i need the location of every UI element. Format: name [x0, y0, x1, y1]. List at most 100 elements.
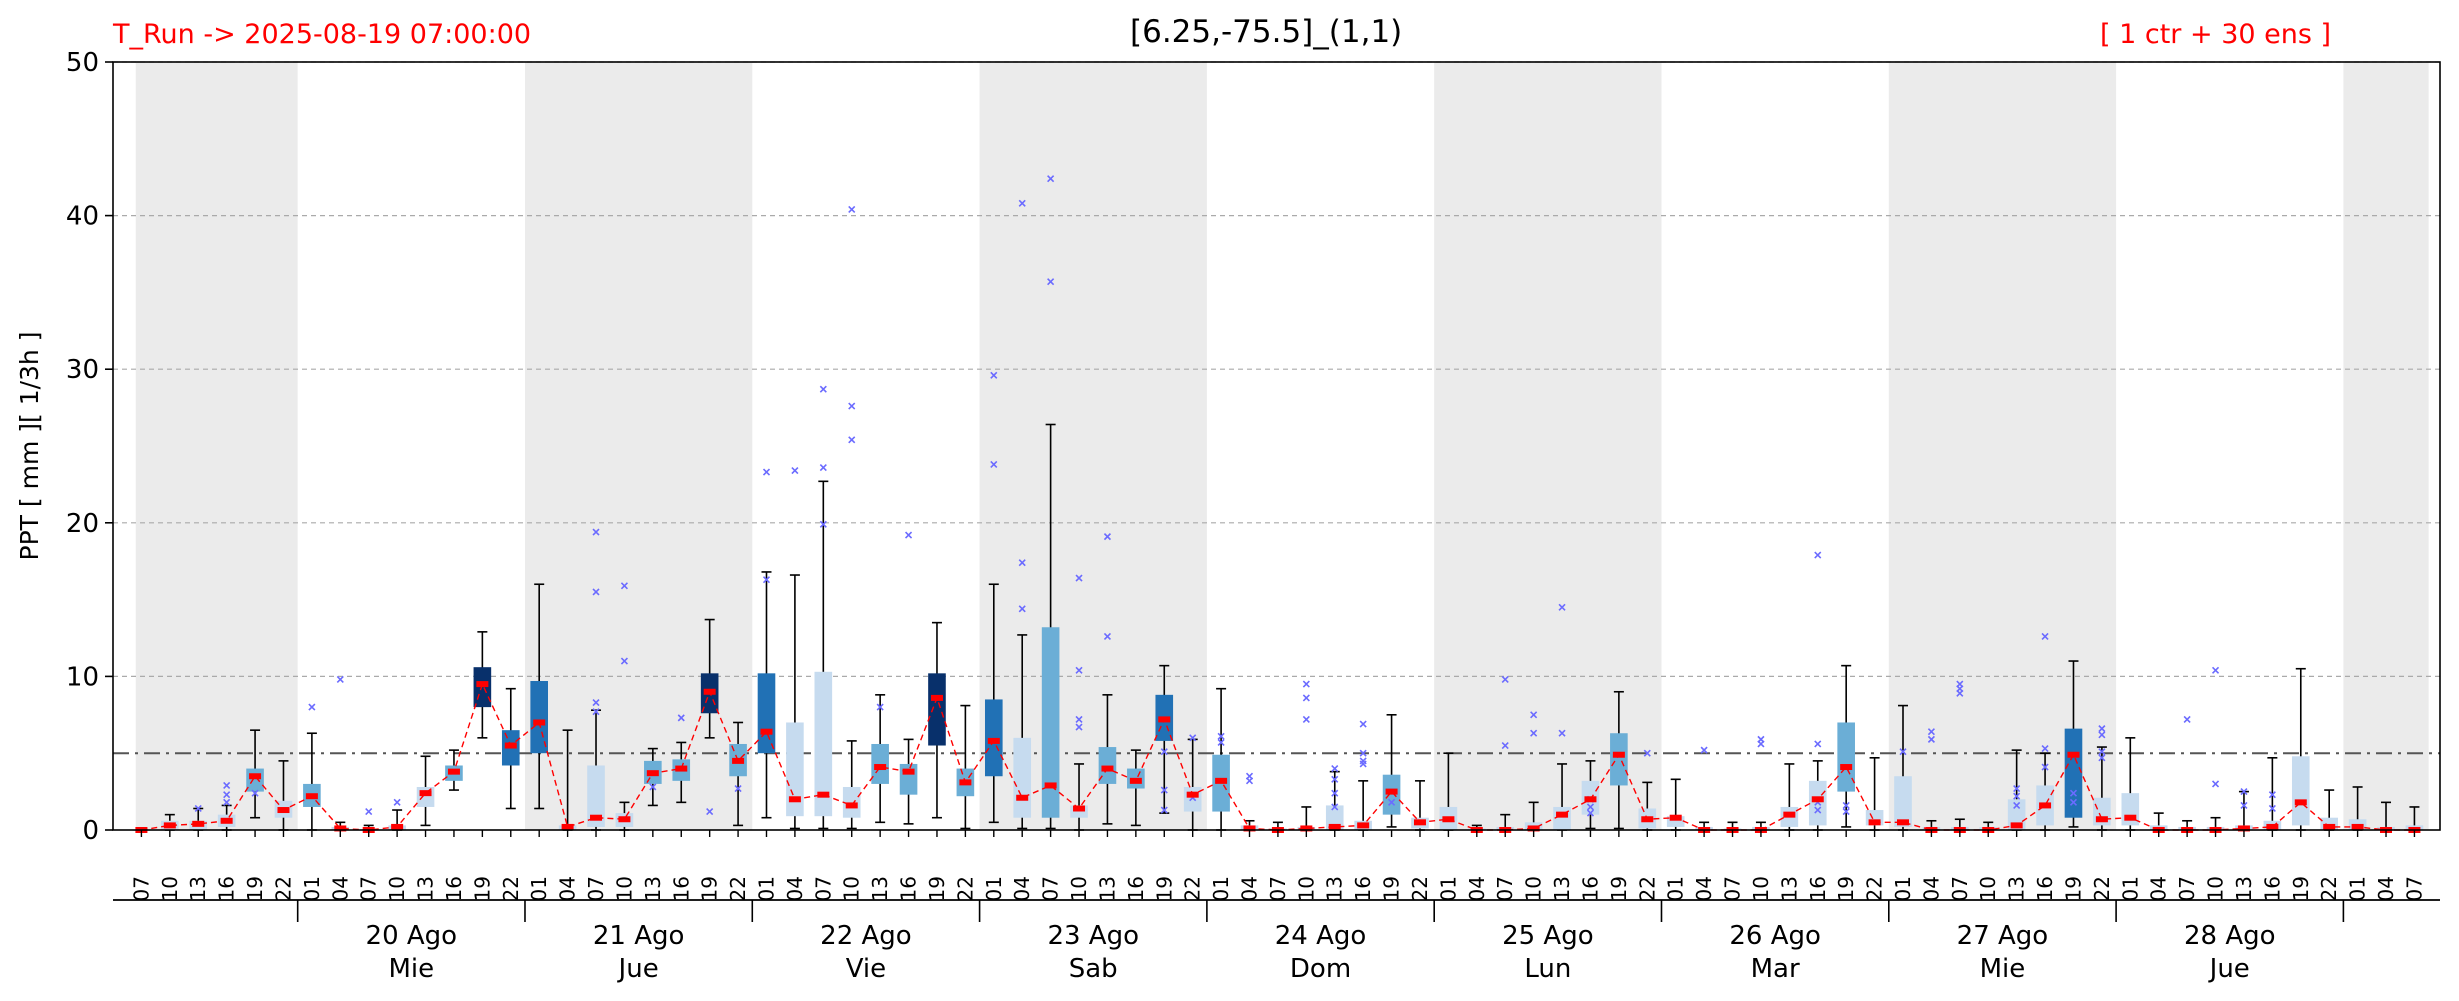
outlier-marker: [2183, 715, 2191, 723]
box-30: [984, 583, 1003, 824]
box-body: [1382, 774, 1401, 815]
mean-marker: [902, 768, 915, 775]
mean-marker: [1584, 796, 1597, 803]
x-tick-label-hour: 13: [2232, 876, 2256, 901]
x-tick-label-hour: 07: [129, 876, 153, 901]
x-tick-label-hour: 10: [612, 876, 636, 901]
mean-marker: [1243, 825, 1256, 832]
mean-marker: [2294, 799, 2307, 806]
x-tick-label-hour: 10: [385, 876, 409, 901]
mean-marker: [1101, 765, 1114, 772]
mean-marker: [1840, 764, 1853, 771]
box-body: [1013, 737, 1032, 818]
outlier-marker: [2098, 754, 2106, 762]
outlier-marker: [620, 582, 628, 590]
outlier-marker: [706, 808, 714, 816]
outlier-marker: [2098, 725, 2106, 733]
box-body: [1183, 786, 1202, 812]
outlier-marker: [1047, 278, 1055, 286]
outlier-marker: [592, 588, 600, 596]
mean-marker: [1186, 791, 1199, 798]
outlier-marker: [1331, 789, 1339, 797]
outlier-marker: [1842, 801, 1850, 809]
x-tick-label-hour: 22: [271, 876, 295, 901]
outlier-marker: [1075, 715, 1083, 723]
box-23: [786, 574, 804, 830]
box-body: [2007, 799, 2026, 830]
box-14: [530, 583, 548, 810]
x-tick-label-hour: 01: [1209, 876, 1233, 901]
outlier-marker: [1331, 764, 1339, 773]
x-tick-label-hour: 01: [527, 876, 551, 901]
outlier-marker: [1217, 732, 1225, 740]
x-tick-label-hour: 16: [2033, 876, 2057, 901]
outlier-marker: [223, 781, 231, 790]
x-tick-label-hour: 04: [1010, 876, 1034, 901]
outlier-marker: [1103, 533, 1112, 541]
outlier-marker: [2098, 731, 2106, 739]
outlier-marker: [251, 789, 259, 797]
box-body: [473, 667, 492, 708]
box-body: [1325, 805, 1344, 830]
outlier-marker: [194, 804, 202, 813]
outlier-marker: [1331, 775, 1339, 783]
x-tick-label-hour: 13: [414, 876, 438, 901]
x-tick-label-hour: 16: [1578, 876, 1602, 901]
x-tick-label-hour: 19: [2289, 876, 2313, 901]
outlier-marker: [1075, 723, 1083, 731]
box-38: [1212, 687, 1230, 831]
x-tick-label-hour: 10: [2204, 876, 2228, 901]
x-tick-label-hour: 13: [186, 876, 210, 901]
day-date-label: 25 Ago: [1502, 921, 1594, 951]
box-76: [2291, 667, 2310, 831]
box-body: [587, 765, 605, 827]
outlier-marker: [2268, 804, 2276, 813]
outlier-marker: [819, 520, 827, 528]
outlier-marker: [1217, 738, 1225, 747]
x-tick-label-hour: 22: [1408, 876, 1432, 901]
x-tick-label-hour: 04: [2147, 876, 2171, 901]
box-28: [928, 621, 946, 819]
box-16: [587, 709, 605, 831]
mean-marker: [646, 770, 659, 777]
day-date-label: 27 Ago: [1957, 921, 2049, 951]
box-body: [1894, 776, 1912, 827]
outlier-marker: [876, 703, 884, 711]
mean-marker: [1016, 794, 1029, 801]
outlier-marker: [791, 467, 799, 475]
mean-marker: [788, 796, 801, 803]
x-tick-label-hour: 01: [1664, 876, 1688, 901]
day-weekday-label: Mie: [1980, 954, 2026, 984]
mean-marker: [618, 816, 631, 823]
day-date-label: 20 Ago: [366, 921, 458, 951]
x-tick-label-hour: 19: [1380, 876, 1404, 901]
day-weekday-label: Jue: [617, 954, 659, 984]
outlier-marker: [308, 703, 316, 711]
x-tick-label-hour: 04: [328, 876, 352, 901]
mean-marker: [1868, 819, 1881, 826]
outlier-marker: [848, 205, 856, 214]
outlier-marker: [1927, 735, 1935, 743]
outlier-marker: [223, 791, 231, 799]
mean-marker: [817, 791, 830, 798]
x-tick-label-hour: 19: [243, 876, 267, 901]
x-tick-label-hour: 16: [2260, 876, 2284, 901]
x-tick-label-hour: 16: [669, 876, 693, 901]
outlier-marker: [1359, 720, 1367, 728]
x-tick-label-hour: 22: [953, 876, 977, 901]
outlier-marker: [1927, 728, 1935, 736]
x-tick-label-hour: 22: [2090, 876, 2114, 901]
box-13: [501, 687, 520, 810]
x-tick-label-hour: 13: [1095, 876, 1119, 901]
mean-marker: [959, 779, 972, 786]
x-tick-label-hour: 13: [868, 876, 892, 901]
outlier-marker: [620, 657, 628, 665]
x-tick-label-hour: 19: [1607, 876, 1631, 901]
outlier-marker: [592, 528, 600, 536]
outlier-marker: [365, 808, 373, 816]
y-tick-label: 0: [82, 816, 99, 846]
x-tick-label-hour: 16: [215, 876, 239, 901]
x-tick-label-hour: 07: [1948, 876, 1972, 901]
mean-marker: [1783, 811, 1796, 818]
